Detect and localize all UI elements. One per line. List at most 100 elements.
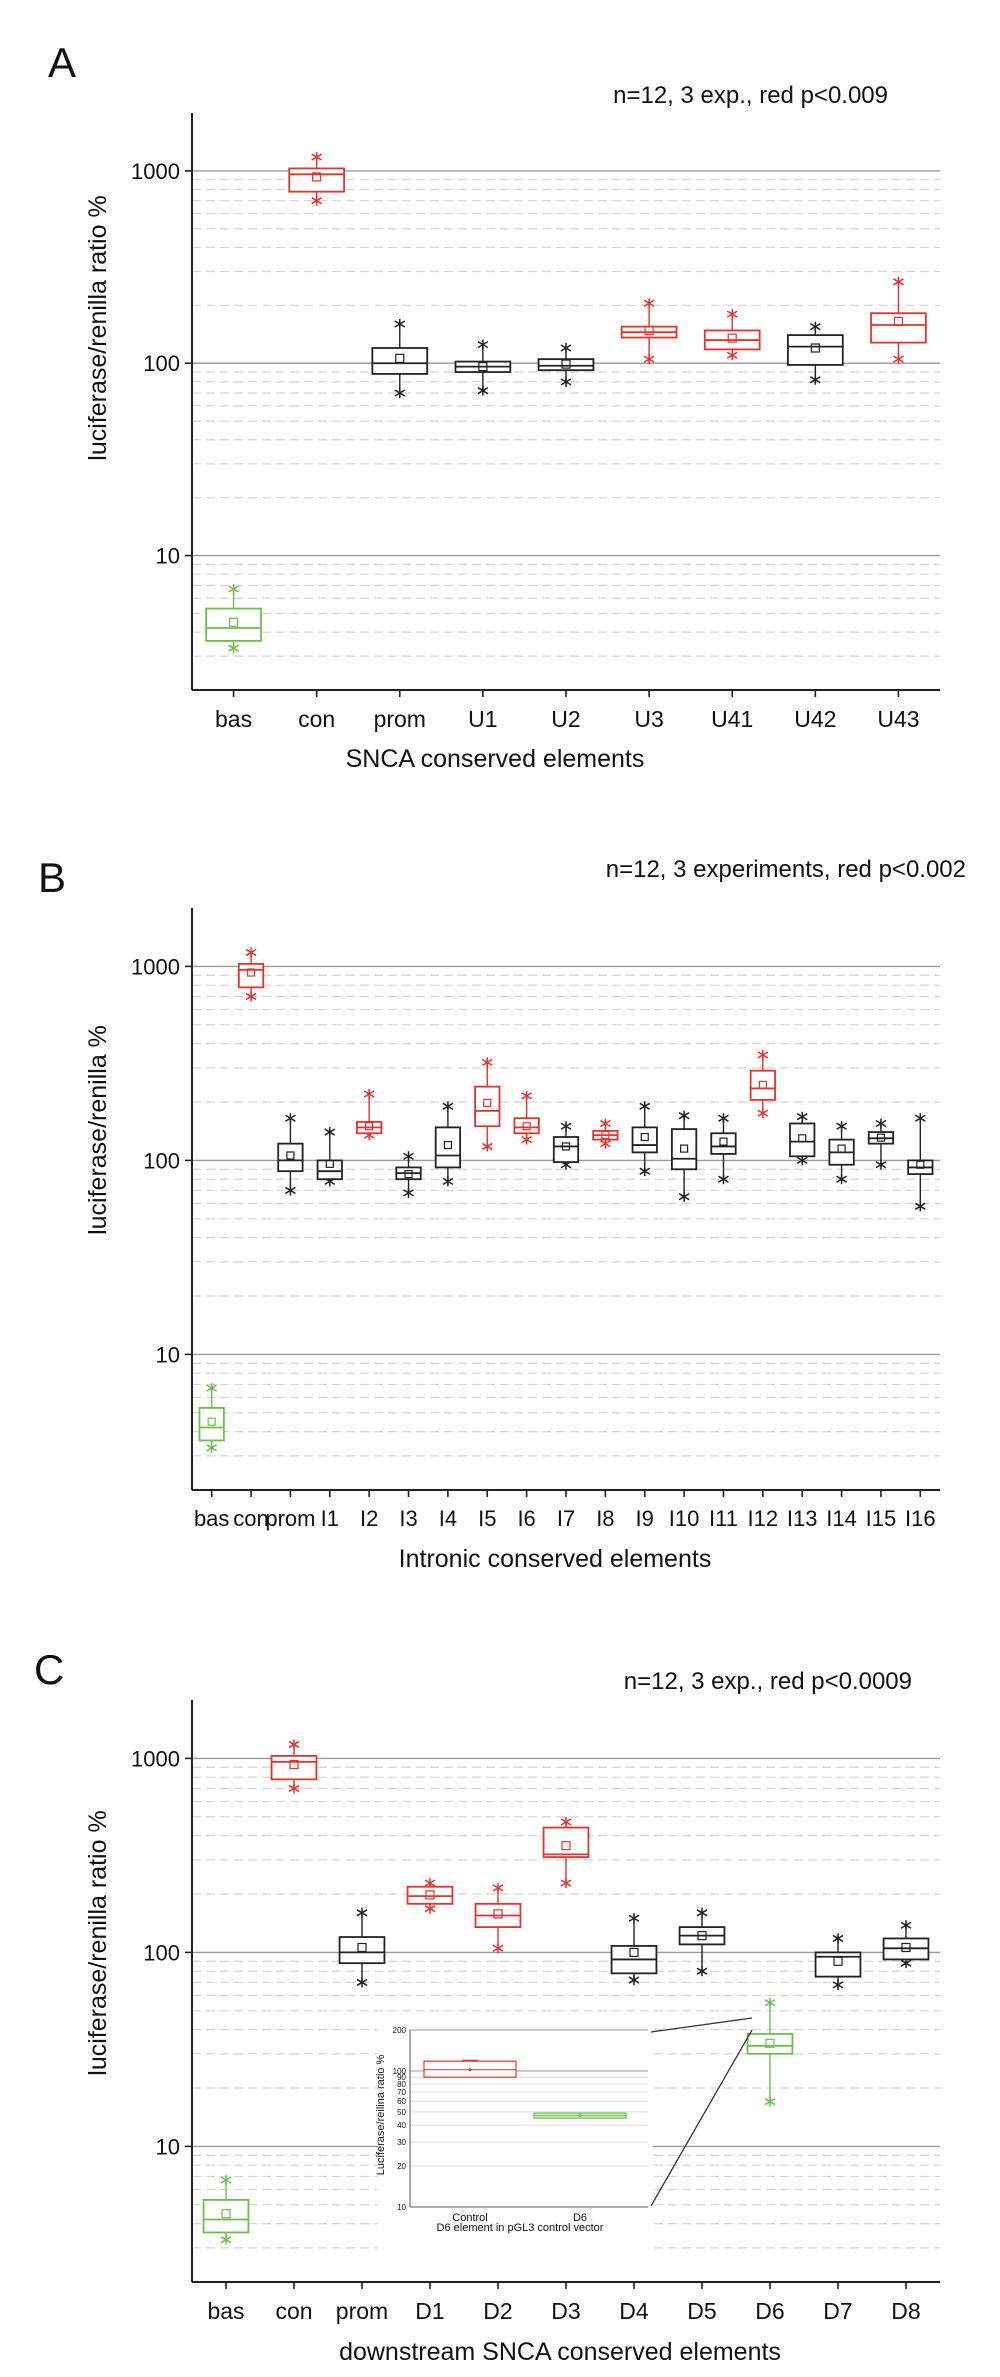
box-i13: I13 xyxy=(787,1111,818,1531)
x-tick-label: D1 xyxy=(415,2298,444,2324)
panel-letter-b: B xyxy=(38,854,66,901)
max-marker xyxy=(363,1088,375,1099)
mean-marker xyxy=(443,1140,452,1150)
mean-marker xyxy=(325,1159,334,1168)
panel-a-xlabel: SNCA conserved elements xyxy=(346,745,645,773)
mean-marker xyxy=(833,1956,843,1966)
y-tick-label: 10 xyxy=(156,2134,180,2159)
x-tick-label: U2 xyxy=(551,706,580,732)
min-marker xyxy=(403,1187,414,1198)
max-marker xyxy=(796,1111,808,1122)
max-marker xyxy=(492,1882,504,1893)
min-marker xyxy=(220,2234,232,2245)
x-tick-label: prom xyxy=(265,1506,315,1531)
max-marker xyxy=(678,1110,690,1121)
mean-marker xyxy=(286,1151,295,1160)
mean-marker xyxy=(798,1134,807,1143)
mean-marker xyxy=(680,1144,689,1153)
min-marker xyxy=(809,374,821,385)
box-body xyxy=(789,1122,816,1158)
x-tick-label: D4 xyxy=(619,2298,649,2324)
x-tick-label: I13 xyxy=(787,1506,818,1531)
max-marker xyxy=(726,309,738,320)
inset-background xyxy=(378,2020,653,2252)
mean-marker xyxy=(640,1132,649,1142)
max-marker xyxy=(832,1933,844,1944)
max-marker xyxy=(836,1121,847,1132)
mean-marker xyxy=(837,1144,846,1153)
min-marker xyxy=(836,1174,847,1185)
box-u42: U42 xyxy=(787,321,844,732)
box-i2: I2 xyxy=(356,1088,383,1531)
y-tick-label: 10 xyxy=(156,544,180,569)
box-body xyxy=(288,167,345,193)
mean-marker xyxy=(478,362,488,372)
box-body xyxy=(202,2198,250,2234)
box-i1: I1 xyxy=(316,1127,343,1531)
mean-marker xyxy=(629,1947,639,1957)
min-marker xyxy=(521,1134,533,1145)
inset-y-tick-label: 60 xyxy=(397,2097,406,2106)
max-marker xyxy=(477,339,489,350)
min-marker xyxy=(643,354,655,365)
panel-c-ylabel: luciferase/renilla ratio % xyxy=(84,1810,112,2075)
box-u3: U3 xyxy=(620,298,678,732)
x-tick-label: U1 xyxy=(468,706,497,732)
mean-marker xyxy=(876,1133,886,1142)
box-body xyxy=(205,607,262,642)
max-marker xyxy=(893,276,904,287)
inset-connector-top xyxy=(650,2017,753,2033)
inset-y-tick-label: 50 xyxy=(397,2108,406,2117)
inset-mean-marker xyxy=(578,2114,582,2118)
box-i7: I7 xyxy=(552,1121,580,1531)
min-marker xyxy=(442,1176,454,1187)
mean-marker xyxy=(561,1841,571,1851)
min-marker xyxy=(311,195,323,206)
box-body xyxy=(277,1142,304,1173)
inset-y-tick-label: 20 xyxy=(397,2162,406,2171)
x-tick-label: U42 xyxy=(794,706,836,732)
box-body xyxy=(338,1936,386,1965)
mean-marker xyxy=(289,1759,299,1770)
box-i12: I12 xyxy=(748,1049,779,1531)
mean-marker xyxy=(561,1142,571,1151)
inset-mean-marker xyxy=(468,2068,472,2072)
min-marker xyxy=(726,350,738,361)
inset-box-d6: D6 xyxy=(533,2112,627,2224)
max-marker xyxy=(403,1151,414,1162)
box-i4: I4 xyxy=(434,1101,461,1531)
panel-letter-c: C xyxy=(34,1646,64,1693)
box-i6: I6 xyxy=(513,1090,540,1531)
x-tick-label: U43 xyxy=(877,706,919,732)
min-marker xyxy=(492,1943,504,1954)
box-bas: bas xyxy=(202,2175,250,2324)
max-marker xyxy=(560,1121,572,1132)
mean-marker xyxy=(901,1942,911,1953)
min-marker xyxy=(718,1174,729,1185)
max-marker xyxy=(481,1057,493,1068)
box-d5: D5 xyxy=(678,1907,726,2324)
x-tick-label: I11 xyxy=(709,1506,738,1531)
mean-marker xyxy=(522,1122,531,1131)
mean-marker xyxy=(810,343,820,353)
x-tick-label: I12 xyxy=(748,1506,779,1531)
mean-marker xyxy=(644,325,654,336)
box-u43: U43 xyxy=(870,276,927,732)
max-marker xyxy=(220,2175,232,2186)
box-prom: prom xyxy=(371,318,429,732)
box-d1: D1 xyxy=(406,1877,454,2324)
inset-x-tick-label: D6 xyxy=(573,2212,587,2224)
min-marker xyxy=(245,991,257,1002)
max-marker xyxy=(245,947,257,958)
max-marker xyxy=(285,1113,296,1124)
max-marker xyxy=(757,1049,769,1060)
min-marker xyxy=(757,1108,769,1119)
x-tick-label: I9 xyxy=(636,1506,654,1531)
max-marker xyxy=(288,1739,300,1750)
box-con: con xyxy=(288,152,345,732)
box-body xyxy=(631,1126,658,1154)
x-tick-label: bas xyxy=(215,706,252,732)
x-tick-label: D2 xyxy=(483,2298,512,2324)
box-body xyxy=(542,1826,590,1858)
